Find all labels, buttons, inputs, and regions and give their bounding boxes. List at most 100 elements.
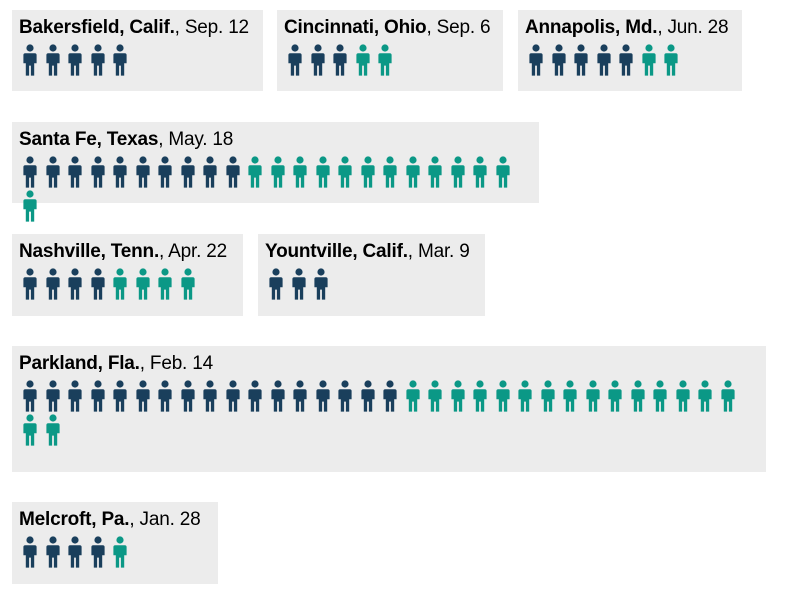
person-killed-icon	[357, 380, 380, 414]
place-label: Parkland, Fla.	[19, 353, 140, 374]
person-killed-icon	[42, 380, 65, 414]
person-injured-icon	[604, 380, 627, 414]
card-title: Parkland, Fla., Feb. 14	[19, 353, 213, 374]
person-injured-icon	[19, 414, 42, 448]
card-bakersfield: Bakersfield, Calif., Sep. 12	[12, 10, 263, 91]
person-icon-row	[265, 268, 485, 302]
person-killed-icon	[615, 44, 638, 78]
person-injured-icon	[244, 156, 267, 190]
person-injured-icon	[132, 268, 155, 302]
card-yountville: Yountville, Calif., Mar. 9	[258, 234, 485, 316]
place-label: Yountville, Calif.	[265, 241, 408, 262]
person-injured-icon	[660, 44, 683, 78]
date-label: Jan. 28	[139, 509, 201, 530]
person-killed-icon	[289, 380, 312, 414]
card-title: Nashville, Tenn., Apr. 22	[19, 241, 227, 262]
person-injured-icon	[672, 380, 695, 414]
place-label: Annapolis, Md.	[525, 17, 658, 38]
person-injured-icon	[267, 156, 290, 190]
person-injured-icon	[627, 380, 650, 414]
card-title: Annapolis, Md., Jun. 28	[525, 17, 729, 38]
place-label: Melcroft, Pa.	[19, 509, 130, 530]
person-injured-icon	[424, 156, 447, 190]
person-injured-icon	[447, 156, 470, 190]
person-injured-icon	[312, 156, 335, 190]
person-killed-icon	[570, 44, 593, 78]
person-injured-icon	[109, 536, 132, 570]
person-killed-icon	[19, 44, 42, 78]
person-killed-icon	[379, 380, 402, 414]
place-label: Santa Fe, Texas	[19, 129, 159, 150]
date-label: Sep. 12	[184, 17, 249, 38]
date-label: Apr. 22	[168, 241, 227, 262]
card-title: Melcroft, Pa., Jan. 28	[19, 509, 201, 530]
person-icon-row	[19, 536, 218, 570]
person-injured-icon	[717, 380, 740, 414]
person-injured-icon	[537, 380, 560, 414]
person-killed-icon	[19, 268, 42, 302]
person-killed-icon	[109, 44, 132, 78]
person-killed-icon	[548, 44, 571, 78]
person-killed-icon	[19, 380, 42, 414]
person-injured-icon	[402, 380, 425, 414]
person-killed-icon	[222, 156, 245, 190]
place-label: Cincinnati, Ohio	[284, 17, 427, 38]
person-injured-icon	[492, 156, 515, 190]
person-injured-icon	[177, 268, 200, 302]
card-title: Santa Fe, Texas, May. 18	[19, 129, 234, 150]
date-label: Jun. 28	[667, 17, 729, 38]
person-killed-icon	[177, 380, 200, 414]
person-killed-icon	[154, 156, 177, 190]
person-injured-icon	[379, 156, 402, 190]
person-killed-icon	[222, 380, 245, 414]
person-killed-icon	[593, 44, 616, 78]
person-killed-icon	[132, 380, 155, 414]
person-killed-icon	[334, 380, 357, 414]
person-killed-icon	[64, 380, 87, 414]
person-icon-row	[19, 380, 766, 448]
person-killed-icon	[87, 536, 110, 570]
person-injured-icon	[582, 380, 605, 414]
person-killed-icon	[267, 380, 290, 414]
person-killed-icon	[19, 156, 42, 190]
place-label: Bakersfield, Calif.	[19, 17, 175, 38]
person-injured-icon	[469, 380, 492, 414]
date-label: Sep. 6	[436, 17, 491, 38]
person-killed-icon	[64, 44, 87, 78]
person-killed-icon	[64, 156, 87, 190]
person-killed-icon	[42, 44, 65, 78]
person-killed-icon	[132, 156, 155, 190]
person-injured-icon	[492, 380, 515, 414]
person-killed-icon	[329, 44, 352, 78]
card-title: Cincinnati, Ohio, Sep. 6	[284, 17, 491, 38]
person-killed-icon	[19, 536, 42, 570]
person-killed-icon	[87, 156, 110, 190]
person-icon-row	[19, 156, 539, 224]
person-killed-icon	[312, 380, 335, 414]
person-injured-icon	[514, 380, 537, 414]
person-killed-icon	[284, 44, 307, 78]
person-killed-icon	[288, 268, 311, 302]
person-killed-icon	[109, 156, 132, 190]
person-injured-icon	[469, 156, 492, 190]
person-killed-icon	[64, 536, 87, 570]
person-injured-icon	[109, 268, 132, 302]
person-killed-icon	[154, 380, 177, 414]
date-label: May. 18	[168, 129, 234, 150]
person-injured-icon	[424, 380, 447, 414]
card-parkland: Parkland, Fla., Feb. 14	[12, 346, 766, 472]
person-icon-row	[19, 44, 263, 78]
person-icon-row	[525, 44, 742, 78]
person-killed-icon	[199, 156, 222, 190]
person-injured-icon	[357, 156, 380, 190]
person-killed-icon	[87, 44, 110, 78]
person-injured-icon	[559, 380, 582, 414]
card-santa-fe: Santa Fe, Texas, May. 18	[12, 122, 539, 222]
person-injured-icon	[42, 414, 65, 448]
person-killed-icon	[307, 44, 330, 78]
person-injured-icon	[374, 44, 397, 78]
card-title: Bakersfield, Calif., Sep. 12	[19, 17, 249, 38]
person-injured-icon	[638, 44, 661, 78]
card-nashville: Nashville, Tenn., Apr. 22	[12, 234, 243, 316]
person-killed-icon	[265, 268, 288, 302]
